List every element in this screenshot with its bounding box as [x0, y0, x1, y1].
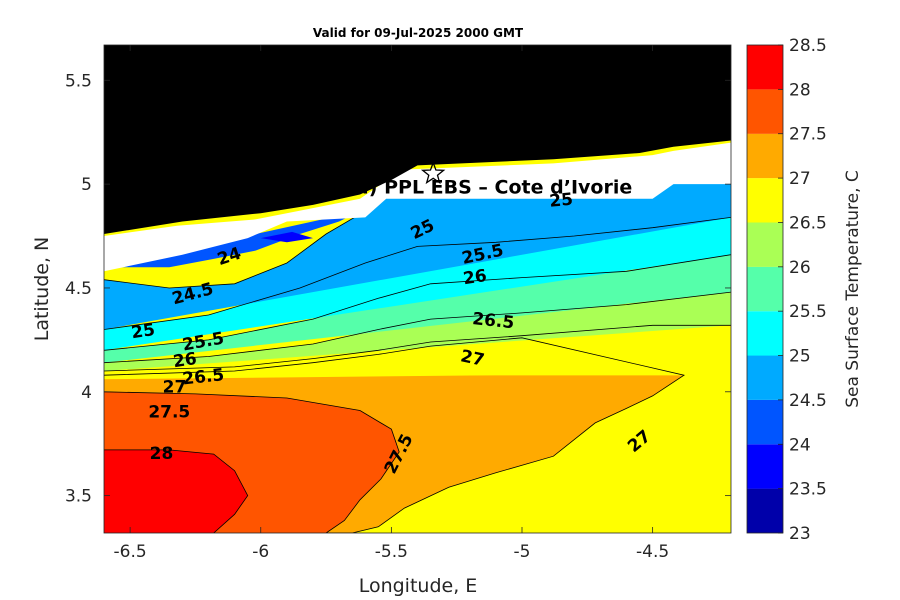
- colorbar-segment: [747, 133, 783, 179]
- contour-line-25.5: [104, 254, 731, 351]
- colorbar-tick-label: 27: [789, 169, 811, 189]
- colorbar-tick-label: 24.5: [789, 391, 827, 411]
- chart-title: Valid for 09-Jul-2025 2000 GMT: [313, 26, 524, 40]
- colorbar-segment: [747, 89, 783, 134]
- contour-label: 26: [462, 266, 488, 289]
- colorbar-tick-label: 25: [789, 347, 811, 367]
- y-tick-label: 5: [81, 175, 92, 195]
- colorbar-segment: [747, 178, 783, 223]
- colorbar-label: Sea Surface Temperature, C: [843, 170, 863, 408]
- colorbar-segment: [747, 399, 783, 445]
- regions-layer: [104, 169, 731, 533]
- no-data-mask: [104, 142, 731, 272]
- contour-line-28: [104, 449, 249, 533]
- colorbar-tick-label: 26: [789, 258, 811, 278]
- y-tick-label: 4.5: [65, 279, 92, 299]
- land-layer: [104, 45, 731, 234]
- y-axis-label: Latitude, N: [31, 237, 53, 342]
- colorbar-tick-label: 26.5: [789, 213, 827, 233]
- contour-line-26.5: [104, 324, 731, 372]
- colorbar-segment: [747, 266, 783, 312]
- contour-line-27.5: [104, 391, 400, 533]
- contour-line-26: [104, 291, 731, 364]
- contour-label: 25: [549, 190, 574, 212]
- colorbar-segment: [747, 222, 783, 267]
- site-marker: A (ONHYM) PPL EBS – Cote d’Ivorie: [258, 160, 632, 199]
- colorbar-segment: [747, 311, 783, 356]
- contour-line-25: [104, 217, 731, 330]
- site-star-icon: [420, 160, 446, 185]
- y-tick-label: 3.5: [65, 487, 92, 507]
- region-26-26.5: [104, 292, 731, 371]
- region-23.5-24: [260, 231, 313, 243]
- x-tick-label: -4.5: [636, 542, 669, 562]
- colorbar-tick-label: 23.5: [789, 480, 827, 500]
- plot-frame: [103, 44, 732, 534]
- region-26.5-27: [104, 325, 731, 376]
- contour-label: 27: [459, 346, 486, 370]
- colorbar-segment: [747, 488, 783, 533]
- contour-line-27: [104, 337, 685, 533]
- colorbar-segment: [747, 355, 783, 400]
- x-tick-label: -5.5: [375, 542, 408, 562]
- contour-label: 27.5: [148, 403, 190, 423]
- x-tick-label: -6.5: [114, 542, 147, 562]
- site-label: A (ONHYM) PPL EBS – Cote d’Ivorie: [258, 177, 632, 199]
- contour-label: 26.5: [181, 365, 225, 389]
- colorbar-tick-label: 23: [789, 524, 811, 544]
- colorbar-segment: [747, 45, 783, 90]
- x-axis: -6.5 -6 -5.5 -5 -4.5: [114, 45, 669, 562]
- x-tick-label: -5: [514, 542, 531, 562]
- colorbar-frame: [746, 44, 784, 534]
- mask-layer: [104, 142, 731, 272]
- plot-area: [104, 45, 731, 533]
- region-28-28.5: [104, 449, 248, 533]
- contour-label: 25: [130, 320, 156, 343]
- contour-label: 28: [150, 444, 174, 464]
- region-24.5-25: [104, 169, 731, 330]
- colorbar-tick-label: 27.5: [789, 125, 827, 145]
- region-25.5-26: [104, 254, 731, 363]
- colorbar-tick-label: 24: [789, 435, 811, 455]
- region-25-25.5: [104, 217, 731, 351]
- contour-label: 26.5: [471, 309, 515, 333]
- contour-label: 26: [172, 349, 198, 372]
- y-tick-label: 5.5: [65, 71, 92, 91]
- colorbar-tick-label: 28: [789, 80, 811, 100]
- colorbar-tick-label: 25.5: [789, 302, 827, 322]
- y-axis: 3.5 4 4.5 5 5.5: [65, 71, 731, 507]
- colorbar-tick-label: 28.5: [789, 36, 827, 56]
- colorbar-segment: [747, 444, 783, 489]
- y-tick-label: 4: [81, 383, 92, 403]
- x-axis-label: Longitude, E: [359, 575, 478, 597]
- contours-layer: [104, 192, 731, 533]
- colorbar: 23 23.5 24 24.5 25 25.5 26 26.5 27 27.5 28 28.5: [746, 36, 827, 544]
- land-area: [104, 45, 731, 234]
- contour-label: 27: [163, 378, 187, 398]
- x-tick-label: -6: [252, 542, 269, 562]
